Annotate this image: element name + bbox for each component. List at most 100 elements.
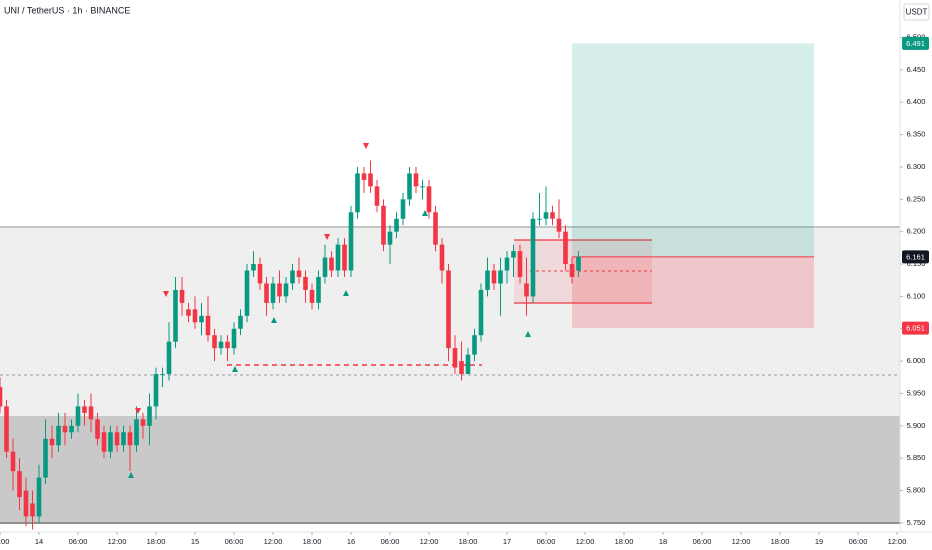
buy-signal [422,210,428,216]
candle-body [166,341,172,375]
candle-body [140,419,146,426]
candle-body [231,328,237,349]
candle-body [543,212,549,219]
candle-body [56,425,61,446]
candle-body [17,471,22,497]
price-tag [902,36,929,50]
candle-body [283,283,289,297]
candle-body [491,270,497,284]
y-tick-label: 5.850 [907,453,926,462]
candle-body [244,270,250,316]
x-tick-label: 06:00 [225,537,244,546]
candle-body [472,335,477,355]
candle-body [270,283,276,303]
candle-body [387,231,393,245]
candle-body [290,270,295,284]
x-tick-label: 12:00 [108,537,127,546]
candle-body [88,406,94,420]
y-tick-label: 6.450 [907,65,926,74]
y-tick-label: 5.950 [907,388,926,397]
candle-body [394,218,399,232]
candle-body [511,251,516,258]
candle-body [329,257,334,271]
y-tick-label: 5.750 [907,518,926,527]
sell-signal [135,408,141,414]
x-tick-label: 12:00 [420,537,439,546]
candle-body [316,276,321,303]
candles [0,160,581,530]
candle-body [160,374,165,376]
x-tick-label: 06:00 [381,537,400,546]
candle-body [30,503,35,517]
candle-body [82,406,87,413]
profit-zone [572,43,814,257]
candle-body [368,173,373,187]
candle-body [134,419,139,446]
candle-body [426,186,432,213]
candle-body [348,212,354,271]
buy-signal [525,331,531,337]
sell-signal [324,234,330,240]
position-tool [572,43,814,329]
x-tick-label: 06:00 [537,537,556,546]
buy-signal [128,472,134,478]
buy-signal [232,366,238,372]
x-tick-label: 06:00 [849,537,868,546]
candle-body [121,432,126,446]
candle-body [95,419,100,439]
x-tick-label: 12:00 [576,537,595,546]
candle-body [355,173,360,213]
candle-body [212,335,217,349]
sell-signal [363,143,369,149]
candle-body [550,212,555,219]
x-tick-label: 18:00 [0,537,9,546]
x-tick-label: 18:00 [771,537,790,546]
candle-body [563,231,568,265]
y-tick-label: 5.900 [907,421,926,430]
candle-body [10,451,16,472]
candle-body [69,425,74,433]
y-tick-label: 6.300 [907,162,926,171]
candle-body [0,386,3,407]
y-tick-label: 6.400 [907,97,926,106]
candle-body [465,354,471,375]
candle-body [199,315,204,323]
y-tick-label: 6.250 [907,194,926,203]
price-tag [902,321,929,335]
candle-body [335,244,341,271]
signals [128,143,531,478]
candle-body [225,341,230,349]
candle-body [569,264,575,277]
candle-body [381,205,386,245]
x-tick-label: 18 [659,537,667,546]
price-tag-label: 6.051 [906,324,925,333]
x-tick-label: 12:00 [732,537,751,546]
candle-body [127,432,133,446]
candle-body [556,218,562,232]
unit-box[interactable] [903,3,930,21]
candle-body [400,199,406,219]
y-tick-label: 6.200 [907,227,926,236]
candle-body [374,186,380,206]
unit-label[interactable]: USDT [906,8,928,17]
x-tick-label: 17 [503,537,511,546]
candle-body [75,406,81,426]
candle-body [309,289,315,303]
x-tick-label: 12:00 [888,537,907,546]
candle-body [485,270,490,290]
candle-body [296,270,302,277]
x-tick-label: 12:00 [264,537,283,546]
candle-body [147,406,152,426]
price-tag-label: 6.491 [906,39,925,48]
candle-body [251,264,256,271]
y-tick-label: 6.100 [907,291,926,300]
candle-body [186,309,191,316]
candle-body [439,244,445,271]
candle-body [361,173,367,180]
candle-body [179,289,185,303]
x-tick-label: 18:00 [459,537,478,546]
candle-body [108,432,113,452]
x-tick-label: 18:00 [615,537,634,546]
